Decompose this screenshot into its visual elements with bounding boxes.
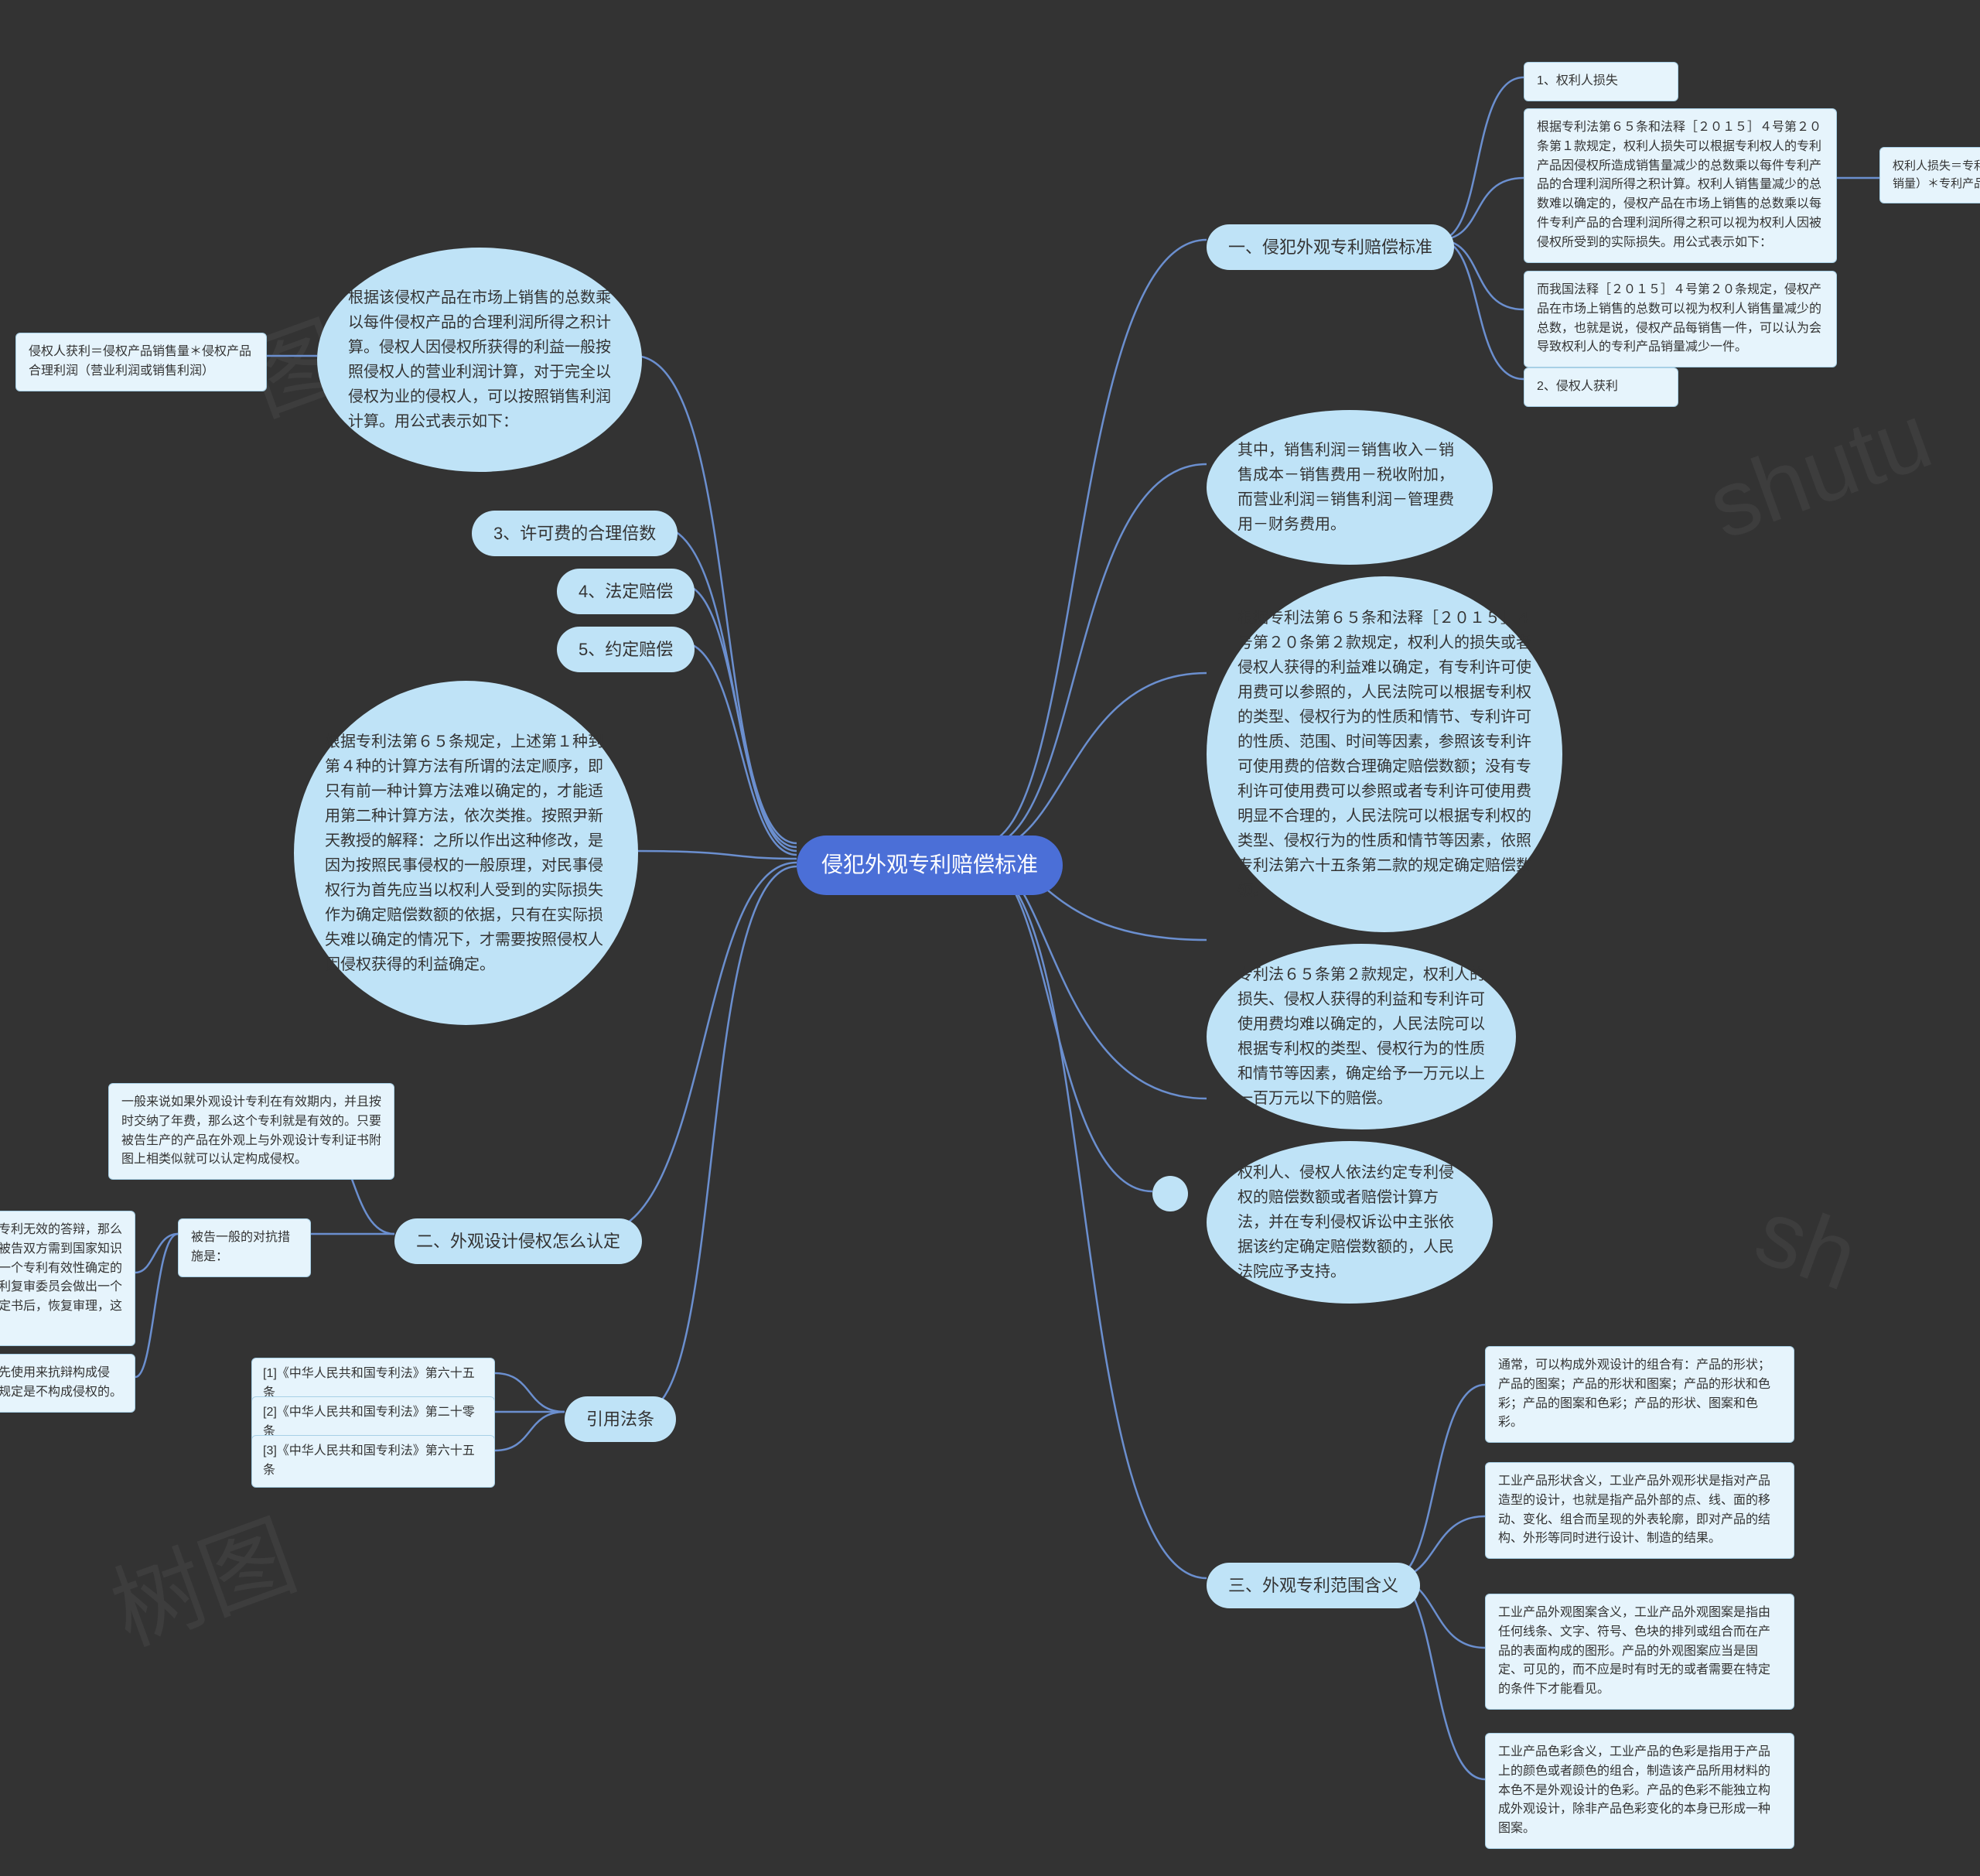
watermark: sh	[1743, 1177, 1871, 1311]
bubble-node: 专利法６５条第２款规定，权利人的损失、侵权人获得的利益和专利许可使用费均难以确定…	[1207, 944, 1516, 1129]
leaf-box: 根据专利法第６５条和法释［２０１５］４号第２０条第１款规定，权利人损失可以根据专…	[1524, 108, 1837, 263]
leaf-box: 工业产品色彩含义，工业产品的色彩是指用于产品上的颜色或者颜色的组合，制造该产品所…	[1485, 1733, 1794, 1849]
leaf-box: [3]《中华人民共和国专利法》第六十五条	[251, 1435, 495, 1488]
leaf-box: 权利人损失＝专利产品减少销量（或侵权产品销量）＊专利产品合理利润	[1879, 147, 1980, 203]
empty-node	[1152, 1176, 1188, 1211]
branch-3[interactable]: 三、外观专利范围含义	[1207, 1563, 1420, 1608]
watermark: 树图	[90, 1481, 311, 1671]
leaf-box: 工业产品外观图案含义，工业产品外观图案是指由任何线条、文字、符号、色块的排列或组…	[1485, 1594, 1794, 1710]
leaf-box: 2、侵权人获利	[1524, 367, 1678, 407]
bubble-node: 其中，销售利润＝销售收入－销售成本－销售费用－税收附加，而营业利润＝销售利润－管…	[1207, 410, 1493, 565]
leaf-box: 被告一般的对抗措施是：	[178, 1218, 311, 1277]
watermark: shutu	[1695, 382, 1945, 560]
pill-node[interactable]: 3、许可费的合理倍数	[472, 511, 678, 556]
bubble-node: 根据专利法第６５条和法释［２０１５］４号第２０条第２款规定，权利人的损失或者侵权…	[1207, 576, 1562, 932]
leaf-box: 1、权利人损失	[1524, 62, 1678, 101]
pill-node[interactable]: 4、法定赔偿	[557, 569, 695, 614]
bubble-node: 权利人、侵权人依法约定专利侵权的赔偿数额或者赔偿计算方法，并在专利侵权诉讼中主张…	[1207, 1141, 1493, 1304]
leaf-box: 通常，可以构成外观设计的组合有：产品的形状；产品的图案；产品的形状和图案；产品的…	[1485, 1346, 1794, 1443]
branch-2[interactable]: 二、外观设计侵权怎么认定	[394, 1218, 642, 1264]
bubble-node: 根据专利法第６５条规定，上述第１种到第４种的计算方法有所谓的法定顺序，即只有前一…	[294, 681, 638, 1025]
branch-1[interactable]: 一、侵犯外观专利赔偿标准	[1207, 224, 1454, 270]
bubble-node: 根据该侵权产品在市场上销售的总数乘以每件侵权产品的合理利润所得之积计算。侵权人因…	[317, 248, 642, 472]
branch-cite[interactable]: 引用法条	[565, 1396, 676, 1442]
root-node[interactable]: 侵犯外观专利赔偿标准	[797, 835, 1063, 895]
leaf-box: 侵权人获利＝侵权产品销售量＊侵权产品合理利润（营业利润或销售利润）	[15, 333, 267, 391]
leaf-box: （２）被告会提出自己在先使用来抗辩构成侵权，因为在先使用专利法规定是不构成侵权的…	[0, 1354, 135, 1413]
pill-node[interactable]: 5、约定赔偿	[557, 627, 695, 672]
leaf-box: （１）在答辩期间内提出专利无效的答辩，那么一审法院将中止审理，原被告双方需到国家…	[0, 1211, 135, 1346]
leaf-box: 工业产品形状含义，工业产品外观形状是指对产品造型的设计，也就是指产品外部的点、线…	[1485, 1462, 1794, 1559]
leaf-box: 一般来说如果外观设计专利在有效期内，并且按时交纳了年费，那么这个专利就是有效的。…	[108, 1083, 394, 1180]
leaf-box: 而我国法释［２０１５］４号第２０条规定，侵权产品在市场上销售的总数可以视为权利人…	[1524, 271, 1837, 367]
